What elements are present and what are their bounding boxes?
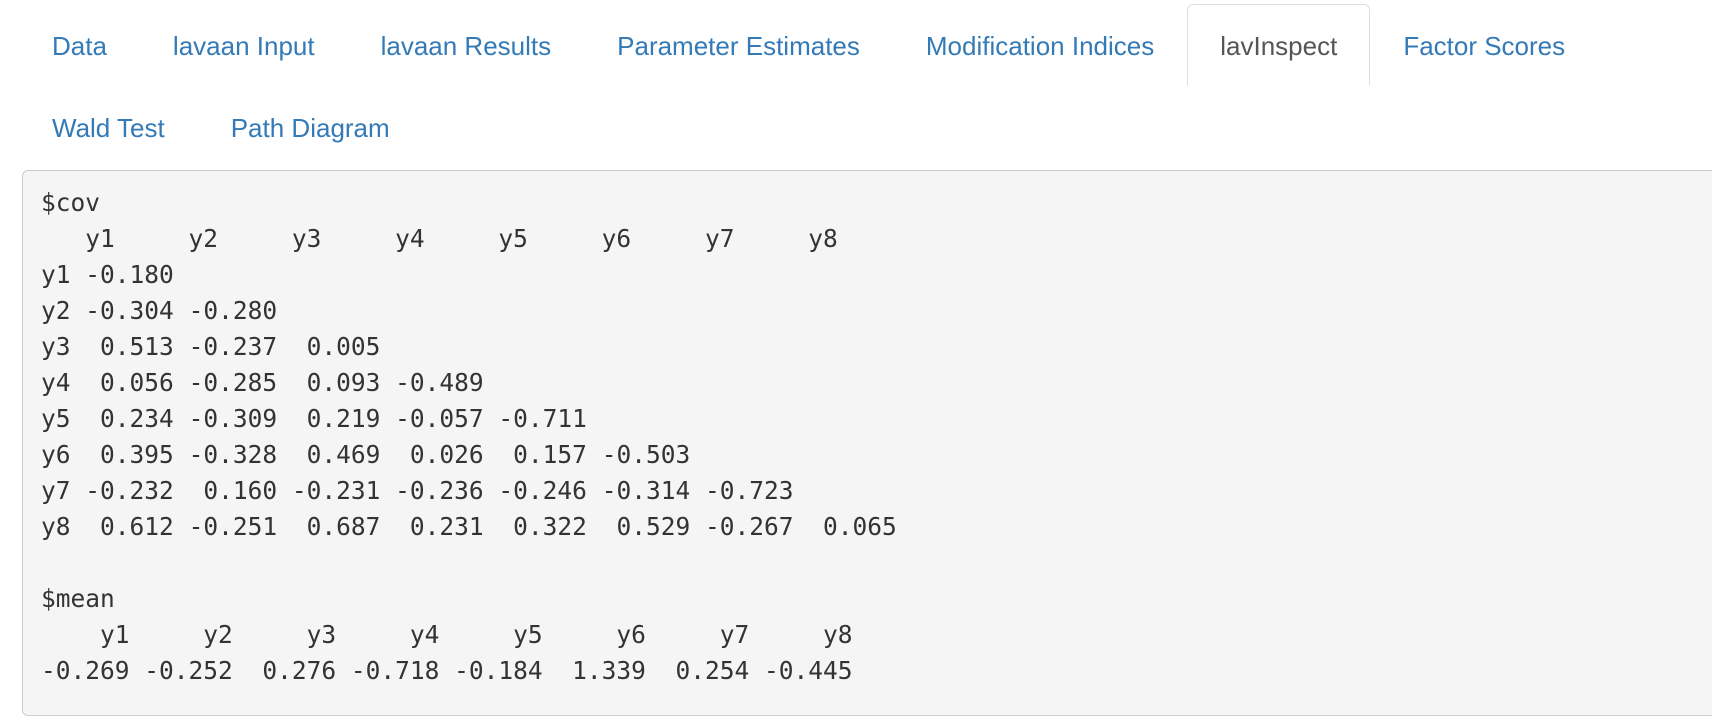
cell: -0.280 (188, 296, 278, 325)
cell: -0.718 (350, 656, 440, 685)
cell: -0.057 (395, 404, 484, 433)
column-header: y2 (203, 620, 233, 649)
section-name: $mean (41, 584, 115, 613)
column-header: y8 (808, 224, 838, 253)
cell: 1.339 (572, 656, 646, 685)
row-label: y5 (41, 404, 71, 433)
cell: -0.285 (188, 368, 278, 397)
column-header: y5 (513, 620, 543, 649)
tab[interactable]: Wald Test (52, 113, 165, 143)
column-header: y1 (100, 620, 130, 649)
row-label: y6 (41, 440, 71, 469)
tab[interactable]: Data (52, 31, 107, 61)
tab-bar: Data lavaan Input lavaan Results Parameter … (19, 4, 1712, 168)
tab[interactable]: Modification Indices (925, 31, 1155, 61)
cell: 0.160 (203, 476, 278, 505)
column-header: y7 (719, 620, 750, 649)
row-label: y8 (41, 512, 71, 541)
column-header: y4 (409, 620, 440, 649)
cell: 0.322 (513, 512, 587, 541)
cell: -0.231 (291, 476, 381, 505)
cell: 0.395 (100, 440, 174, 469)
cell: 0.056 (100, 368, 174, 397)
cell: 0.026 (409, 440, 484, 469)
cell: 0.157 (513, 440, 587, 469)
cell: -0.180 (85, 260, 174, 289)
cell: -0.304 (85, 296, 174, 325)
tab: lavInspect (1187, 4, 1371, 86)
column-header: y6 (616, 620, 646, 649)
section-name: $cov (41, 188, 101, 217)
cell: -0.445 (763, 656, 853, 685)
cell: -0.252 (144, 656, 233, 685)
tab[interactable]: Factor Scores (1403, 31, 1566, 61)
cell: 0.234 (100, 404, 174, 433)
cell: -0.232 (85, 476, 174, 505)
cell: -0.236 (395, 476, 484, 505)
cell: 0.231 (409, 512, 484, 541)
column-header: y3 (291, 224, 322, 253)
cell: -0.503 (601, 440, 691, 469)
row-label: y2 (41, 296, 71, 325)
cell: 0.529 (616, 512, 691, 541)
row-label: y4 (41, 368, 71, 397)
cell: 0.687 (306, 512, 381, 541)
cell: 0.065 (823, 512, 897, 541)
cell: -0.489 (395, 368, 484, 397)
cell: -0.314 (601, 476, 691, 505)
tab[interactable]: lavaan Results (380, 31, 552, 61)
column-header: y1 (85, 224, 115, 253)
cell: -0.711 (498, 404, 587, 433)
row-label: y1 (41, 260, 71, 289)
cell: 0.254 (675, 656, 750, 685)
cell: 0.005 (306, 332, 381, 361)
row-label: y7 (41, 476, 71, 505)
cell: -0.328 (188, 440, 278, 469)
tab[interactable]: Parameter Estimates (617, 31, 860, 61)
tab[interactable]: Path Diagram (230, 113, 390, 143)
column-header: y8 (822, 620, 853, 649)
cell: -0.251 (188, 512, 278, 541)
cell: 0.219 (306, 404, 381, 433)
column-header: y4 (395, 224, 425, 253)
cell: -0.184 (454, 656, 543, 685)
column-header: y3 (306, 620, 337, 649)
cell: -0.269 (41, 656, 130, 685)
cell: 0.093 (306, 368, 381, 397)
cell: -0.237 (188, 332, 278, 361)
output-block: $cov y1 y2 y3 y4 y5 y6 y7 y8 y1 -0.180 y… (22, 170, 1712, 716)
cell: -0.309 (188, 404, 278, 433)
column-header: y5 (498, 224, 528, 253)
row-label: y3 (41, 332, 71, 361)
cell: 0.276 (262, 656, 337, 685)
cell: -0.267 (704, 512, 794, 541)
column-header: y6 (601, 224, 632, 253)
column-header: y2 (188, 224, 219, 253)
cell: 0.469 (306, 440, 381, 469)
cell: 0.612 (100, 512, 174, 541)
column-header: y7 (704, 224, 735, 253)
tab[interactable]: lavaan Input (172, 31, 315, 61)
cell: -0.723 (704, 476, 794, 505)
cell: -0.246 (498, 476, 587, 505)
cell: 0.513 (100, 332, 174, 361)
